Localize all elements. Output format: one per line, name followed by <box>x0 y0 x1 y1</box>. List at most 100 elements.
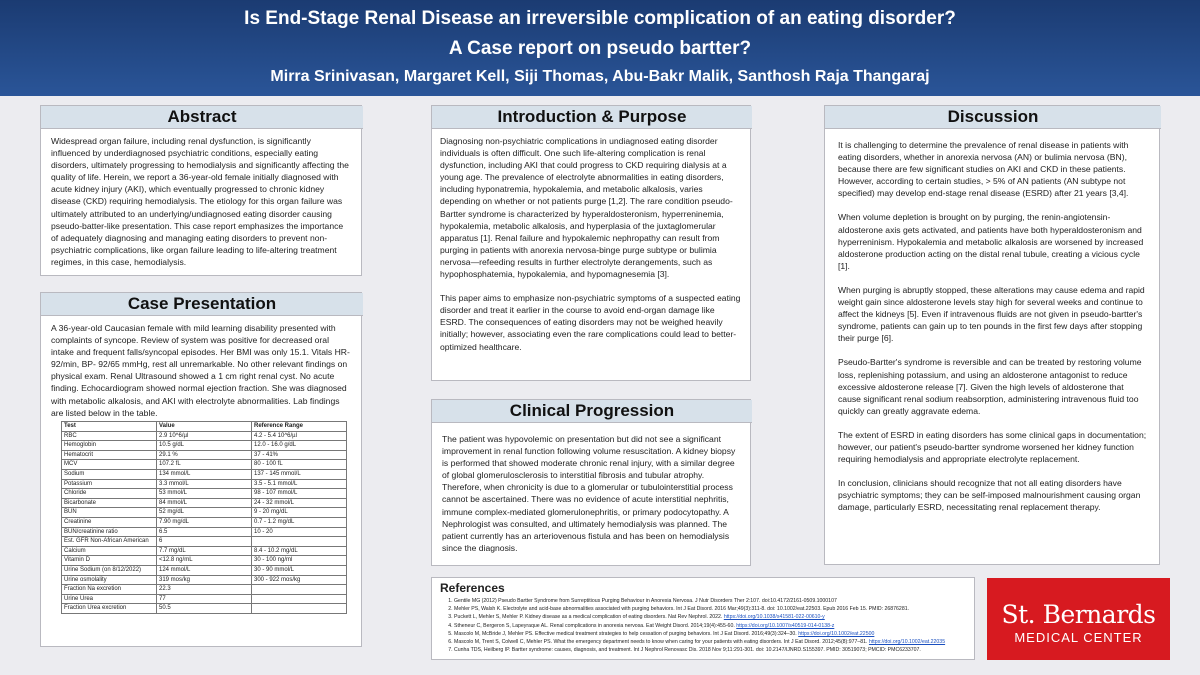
section-heading: Case Presentation <box>41 293 363 316</box>
logo: St. Bernards MEDICAL CENTER <box>987 578 1170 660</box>
intro-text: Diagnosing non-psychiatric complications… <box>432 129 750 353</box>
table-row: Fraction Na excretion 22.3 <box>61 584 347 595</box>
reference: Mascolo M, McBride J, Mehler PS. Effecti… <box>454 630 966 638</box>
paragraph: This paper aims to emphasize non-psychia… <box>440 293 741 352</box>
header-cell: Value <box>156 421 252 432</box>
table-cell: 4.2 - 5.4 10^6/µl <box>251 430 347 442</box>
table-row: Potassium 3.3 mmol/L 3.5 - 5.1 mmol/L <box>61 478 347 490</box>
reference: Gentile MG (2012) Pseudo Bartter Syndrom… <box>454 597 966 605</box>
reference-link[interactable]: https://doi.org/10.1002/eat.22035 <box>868 639 946 646</box>
table-cell: MCV <box>61 459 157 470</box>
title: Is End-Stage Renal Disease an irreversib… <box>244 8 956 29</box>
reference: Mehler PS, Walsh K. Electrolyte and acid… <box>454 605 966 613</box>
paragraph: When purging is abruptly stopped, these … <box>838 284 1145 344</box>
table-row: MCV 107.2 fL 80 - 100 fL <box>61 459 347 470</box>
table-cell: Fraction Na excretion <box>61 584 157 595</box>
table-cell: 319 mos/kg <box>156 574 252 586</box>
table-cell: 50.5 <box>156 603 252 614</box>
reference: Puckett L, Mehler S, Mehler P. Kidney di… <box>454 613 966 621</box>
table-cell: 300 - 922 mos/kg <box>251 574 347 586</box>
table-cell: 24 - 32 mmol/L <box>251 497 347 509</box>
reference-text: Puckett L, Mehler S, Mehler P. Kidney di… <box>454 614 723 621</box>
table-cell: Urine Urea <box>61 593 157 605</box>
table-cell: Hemoglobin <box>61 440 157 451</box>
table-cell <box>251 603 347 614</box>
table-cell <box>251 536 347 547</box>
table-cell: 80 - 100 fL <box>251 459 347 470</box>
intro-panel: Introduction & Purpose Diagnosing non-ps… <box>431 105 752 381</box>
table-cell: 29.1 % <box>156 449 252 461</box>
paragraph: When volume depletion is brought on by p… <box>838 212 1144 271</box>
table-cell: Vitamin D <box>61 555 157 566</box>
table-row: Est. GFR Non-African American 6 <box>61 536 347 547</box>
table-cell: 0.7 - 1.2 mg/dL <box>251 516 347 528</box>
paragraph: Pseudo-Bartter's syndrome is reversible … <box>838 357 1142 416</box>
reference-link[interactable]: https://doi.org/10.1038/s41581-022-00610… <box>723 614 825 621</box>
table-cell: Sodium <box>61 468 157 480</box>
table-cell: Fraction Urea excretion <box>61 603 157 614</box>
table-row: Urine Urea 77 <box>61 593 347 605</box>
table-cell: 22.3 <box>156 584 252 595</box>
table-row: Chloride 53 mmol/L 98 - 107 mmol/L <box>61 488 347 499</box>
table-cell: Potassium <box>61 478 157 490</box>
table-cell: 3.5 - 5.1 mmol/L <box>251 478 347 490</box>
table-row: Hemoglobin 10.5 g/dL 12.0 - 16.0 g/dL <box>61 440 347 451</box>
references-heading: References <box>440 581 505 595</box>
table-cell: <12.8 ng/mL <box>156 555 252 566</box>
table-cell: 107.2 fL <box>156 459 252 470</box>
section-heading: Clinical Progression <box>432 400 752 423</box>
table-cell: 52 mg/dL <box>156 507 252 518</box>
table-cell <box>251 593 347 605</box>
table-row: RBC 2.9 10^6/µl 4.2 - 5.4 10^6/µl <box>61 430 347 442</box>
table-cell: 10.5 g/dL <box>156 440 252 451</box>
abstract-text: Widespread organ failure, including rena… <box>51 136 349 267</box>
table-cell: Chloride <box>61 488 157 499</box>
table-cell: 9 - 20 mg/dL <box>251 507 347 518</box>
reference-link[interactable]: https://doi.org/10.1007/s40519-014-0138-… <box>736 622 835 629</box>
table-row: Hematocrit 29.1 % 37 - 41% <box>61 449 347 461</box>
section-heading: Discussion <box>825 106 1161 129</box>
section-heading: Abstract <box>41 106 363 129</box>
header: Is End-Stage Renal Disease an irreversib… <box>0 0 1200 96</box>
reference: Cunha TDS, Heilberg IP. Bartter syndrome… <box>454 646 966 654</box>
header-cell: Test <box>61 421 157 432</box>
reference: Stheneur C, Bergeron S, Lapeyraque AL. R… <box>454 622 966 630</box>
lab-table: Test Value Reference Range RBC 2.9 10^6/µl 4.… <box>61 421 347 614</box>
table-cell: BUN <box>61 507 157 518</box>
table-row: BUN 52 mg/dL 9 - 20 mg/dL <box>61 507 347 518</box>
table-cell: 10 - 20 <box>251 526 347 538</box>
discussion-text: It is challenging to determine the preva… <box>825 129 1159 513</box>
section-heading: Introduction & Purpose <box>432 106 752 129</box>
paragraph: It is challenging to determine the preva… <box>838 140 1129 199</box>
table-row: Calcium 7.7 mg/dL 8.4 - 10.2 mg/dL <box>61 545 347 557</box>
subtitle: A Case report on pseudo bartter? <box>448 38 752 59</box>
table-cell: 6 <box>156 536 252 547</box>
table-cell: Urine Sodium (on 8/12/2022) <box>61 564 157 576</box>
table-row: Sodium 134 mmol/L 137 - 145 mmol/L <box>61 468 347 480</box>
table-cell: Est. GFR Non-African American <box>61 536 157 547</box>
reference-list: Gentile MG (2012) Pseudo Bartter Syndrom… <box>440 597 966 654</box>
case-panel: Case Presentation A 36-year-old Caucasia… <box>40 292 363 647</box>
table-cell: 134 mmol/L <box>156 468 252 480</box>
table-cell: 124 mmol/L <box>156 564 252 576</box>
table-cell: 30 - 100 ng/ml <box>251 555 347 566</box>
table-cell: Calcium <box>61 545 157 557</box>
table-cell: 77 <box>156 593 252 605</box>
table-cell: 6.5 <box>156 526 252 538</box>
reference-link[interactable]: https://doi.org/10.1002/eat.22500 <box>798 630 875 637</box>
table-cell: 8.4 - 10.2 mg/dL <box>251 545 347 557</box>
table-cell: 84 mmol/L <box>156 497 252 509</box>
reference-text: Gentile MG (2012) Pseudo Bartter Syndrom… <box>454 598 837 604</box>
header-cell: Reference Range <box>251 421 347 432</box>
table-row: Bicarbonate 84 mmol/L 24 - 32 mmol/L <box>61 497 347 509</box>
table-header-row: Test Value Reference Range <box>61 421 347 432</box>
paragraph: The extent of ESRD in eating disorders h… <box>838 429 1147 465</box>
table-cell: 3.3 mmol/L <box>156 478 252 490</box>
table-cell: Bicarbonate <box>61 497 157 509</box>
table-cell: BUN/creatinine ratio <box>61 526 157 538</box>
table-row: Vitamin D <12.8 ng/mL 30 - 100 ng/ml <box>61 555 347 566</box>
table-cell: 98 - 107 mmol/L <box>251 488 347 499</box>
clinical-text: The patient was hypovolemic on presentat… <box>442 434 736 553</box>
paragraph: Diagnosing non-psychiatric complications… <box>440 136 733 280</box>
